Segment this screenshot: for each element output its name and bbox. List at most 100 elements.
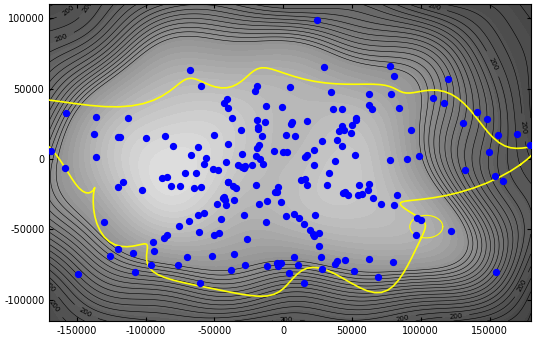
Point <box>429 95 438 100</box>
Point <box>340 258 349 263</box>
Point <box>309 148 318 153</box>
Point <box>223 179 232 184</box>
Point <box>113 134 122 140</box>
Point <box>282 132 291 138</box>
Point <box>258 133 266 139</box>
Point <box>376 201 385 206</box>
Text: 200: 200 <box>42 280 56 293</box>
Point <box>194 230 203 235</box>
Text: 200: 200 <box>280 317 293 323</box>
Point <box>166 183 175 188</box>
Point <box>369 195 377 201</box>
Point <box>341 189 350 195</box>
Point <box>273 184 282 189</box>
Point <box>174 262 182 267</box>
Point <box>142 136 151 141</box>
Point <box>272 190 281 195</box>
Text: 200: 200 <box>82 0 94 14</box>
Point <box>365 102 373 107</box>
Point <box>325 171 333 176</box>
Point <box>300 222 309 227</box>
Point <box>305 227 314 233</box>
Point <box>238 151 246 157</box>
Point <box>162 174 171 180</box>
Point <box>282 149 291 154</box>
Point <box>526 142 534 148</box>
Point <box>338 106 346 112</box>
Point <box>331 158 339 164</box>
Point <box>318 267 326 272</box>
Point <box>253 127 262 132</box>
Point <box>158 175 166 180</box>
Point <box>216 216 225 222</box>
Point <box>270 149 279 154</box>
Point <box>116 135 125 140</box>
Point <box>119 179 127 185</box>
Point <box>194 212 203 218</box>
Point <box>338 123 347 128</box>
Point <box>294 262 302 267</box>
Point <box>333 258 342 264</box>
Point <box>230 197 238 203</box>
Point <box>329 107 338 112</box>
Point <box>180 171 189 176</box>
Text: 200: 200 <box>54 33 68 42</box>
Point <box>196 280 205 286</box>
Point <box>254 124 263 129</box>
Point <box>327 89 335 95</box>
Point <box>291 134 299 139</box>
Point <box>220 197 229 202</box>
Point <box>221 159 230 165</box>
Text: 200: 200 <box>48 299 61 313</box>
Point <box>331 261 340 266</box>
Point <box>169 143 178 149</box>
Point <box>149 240 157 245</box>
Point <box>210 132 218 138</box>
Point <box>253 83 261 88</box>
Point <box>302 119 311 124</box>
Text: 200: 200 <box>62 4 76 17</box>
Point <box>255 201 263 206</box>
Point <box>160 133 169 138</box>
Point <box>499 178 508 184</box>
Point <box>311 212 319 217</box>
Point <box>106 253 114 259</box>
Point <box>351 117 360 123</box>
Point <box>274 263 282 269</box>
Point <box>114 184 123 190</box>
Point <box>160 236 169 241</box>
Point <box>252 182 261 188</box>
Point <box>403 156 412 162</box>
Text: 200: 200 <box>427 2 441 12</box>
Point <box>162 233 171 238</box>
Point <box>340 128 348 133</box>
Point <box>485 149 494 154</box>
Point <box>494 132 502 138</box>
Point <box>200 162 208 167</box>
Point <box>253 118 261 123</box>
Point <box>258 161 267 167</box>
Point <box>483 117 491 122</box>
Point <box>303 152 311 157</box>
Point <box>411 232 420 238</box>
Point <box>6 136 14 141</box>
Point <box>289 254 298 260</box>
Point <box>114 246 123 252</box>
Point <box>289 211 298 217</box>
Point <box>355 183 363 188</box>
Point <box>261 120 269 125</box>
Point <box>473 109 482 115</box>
Text: 200: 200 <box>395 314 410 322</box>
Point <box>240 164 249 169</box>
Point <box>100 220 108 225</box>
Point <box>285 270 293 276</box>
Point <box>213 167 222 173</box>
Point <box>147 262 155 268</box>
Point <box>393 192 401 197</box>
Point <box>230 252 239 257</box>
Point <box>300 280 309 286</box>
Point <box>277 199 286 204</box>
Point <box>232 186 241 191</box>
Point <box>309 232 318 237</box>
Point <box>186 68 195 73</box>
